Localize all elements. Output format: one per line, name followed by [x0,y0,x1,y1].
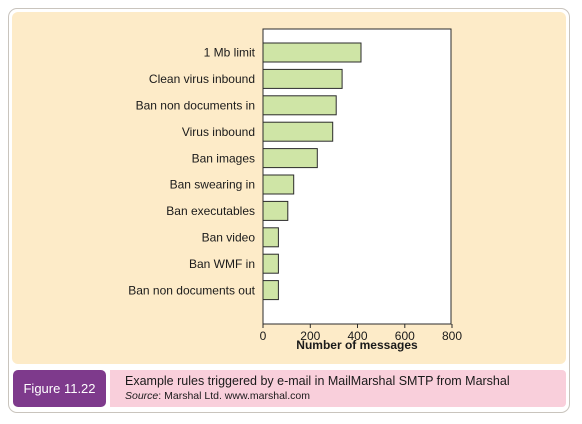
category-label-7: Ban video [202,231,256,245]
bar-chart: 1 Mb limit Clean virus inbound Ban non doc… [128,28,462,352]
category-label-6: Ban executables [166,204,255,218]
caption-bar [110,370,566,407]
bar-8 [262,253,279,274]
category-label-2: Ban non documents in [136,99,255,113]
bar-2 [262,95,337,116]
x-tick-label-3: 600 [395,329,415,343]
source-text: : Marshal Ltd. www.marshal.com [158,390,310,402]
bar-4 [262,148,318,169]
x-tick-label-2: 400 [347,329,367,343]
bar-3 [262,121,334,142]
category-label-8: Ban WMF in [189,257,255,271]
category-label-1: Clean virus inbound [149,72,255,86]
category-label-9: Ban non documents out [128,283,255,297]
bar-6 [262,200,289,221]
category-label-0: 1 Mb limit [204,46,256,60]
bar-7 [262,227,279,248]
x-tick-label-4: 800 [442,329,462,343]
x-tick-label-1: 200 [300,329,320,343]
figure-caption: Example rules triggered by e-mail in Mai… [125,374,510,388]
bar-5 [262,174,295,195]
source-label: Source [125,390,159,402]
bar-0 [262,42,362,63]
category-label-5: Ban swearing in [170,178,255,192]
x-axis-label: Number of messages [296,338,418,352]
figure-number-badge: Figure 11.22 [13,370,106,407]
bar-1 [262,68,343,89]
category-label-3: Virus inbound [182,125,255,139]
x-tick-label-0: 0 [260,329,267,343]
bar-9 [262,280,279,301]
chart-panel: 1 Mb limit Clean virus inbound Ban non doc… [12,12,566,364]
figure-source: Source: Marshal Ltd. www.marshal.com [125,390,310,402]
category-label-4: Ban images [192,151,255,165]
